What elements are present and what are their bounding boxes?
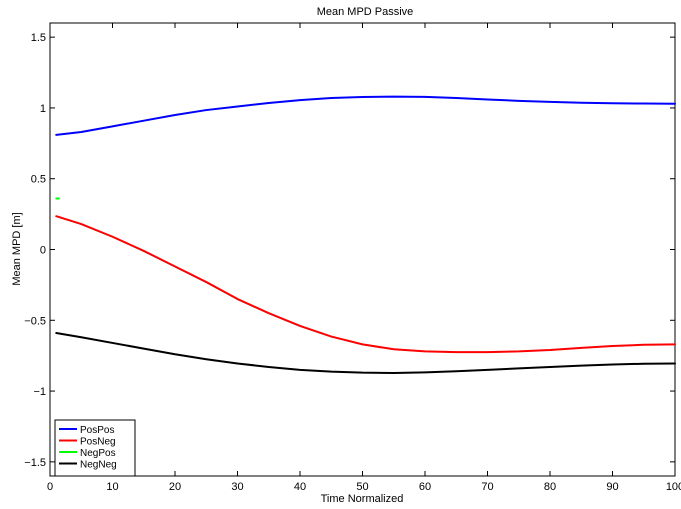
y-axis-label: Mean MPD [m]	[11, 212, 23, 285]
x-tick-label: 20	[169, 481, 181, 493]
x-axis: 0 10 20 30 40 50 60 70 80 90 100	[47, 23, 681, 493]
series-line-negneg	[55, 332, 676, 374]
x-tick-label: 90	[606, 481, 618, 493]
legend-label: PosNeg	[80, 437, 116, 448]
y-tick-label: 1	[40, 103, 46, 115]
y-tick-label: 1.5	[31, 32, 46, 44]
legend-label: NegNeg	[80, 460, 117, 471]
series-line-posneg	[55, 215, 676, 354]
x-tick-label: 0	[47, 481, 53, 493]
chart-title: Mean MPD Passive	[317, 6, 414, 18]
plot-area	[49, 22, 676, 477]
y-tick-label: −0.5	[24, 315, 46, 327]
legend-label: NegPos	[80, 448, 116, 459]
x-tick-label: 100	[666, 481, 681, 493]
x-tick-label: 50	[356, 481, 368, 493]
x-tick-label: 60	[419, 481, 431, 493]
x-tick-label: 10	[106, 481, 118, 493]
y-axis: −1.5 −1 −0.5 0 0.5 1 1.5	[24, 32, 675, 469]
x-tick-label: 70	[481, 481, 493, 493]
series-line-pospos	[55, 95, 676, 136]
x-axis-label: Time Normalized	[321, 493, 404, 505]
y-tick-label: 0	[40, 245, 46, 257]
legend-label: PosPos	[80, 425, 114, 436]
y-tick-label: −1	[33, 386, 46, 398]
x-tick-label: 40	[294, 481, 306, 493]
y-tick-label: −1.5	[24, 457, 46, 469]
x-tick-label: 30	[231, 481, 243, 493]
x-tick-label: 80	[544, 481, 556, 493]
y-tick-label: 0.5	[31, 174, 46, 186]
series-layer	[55, 95, 676, 374]
